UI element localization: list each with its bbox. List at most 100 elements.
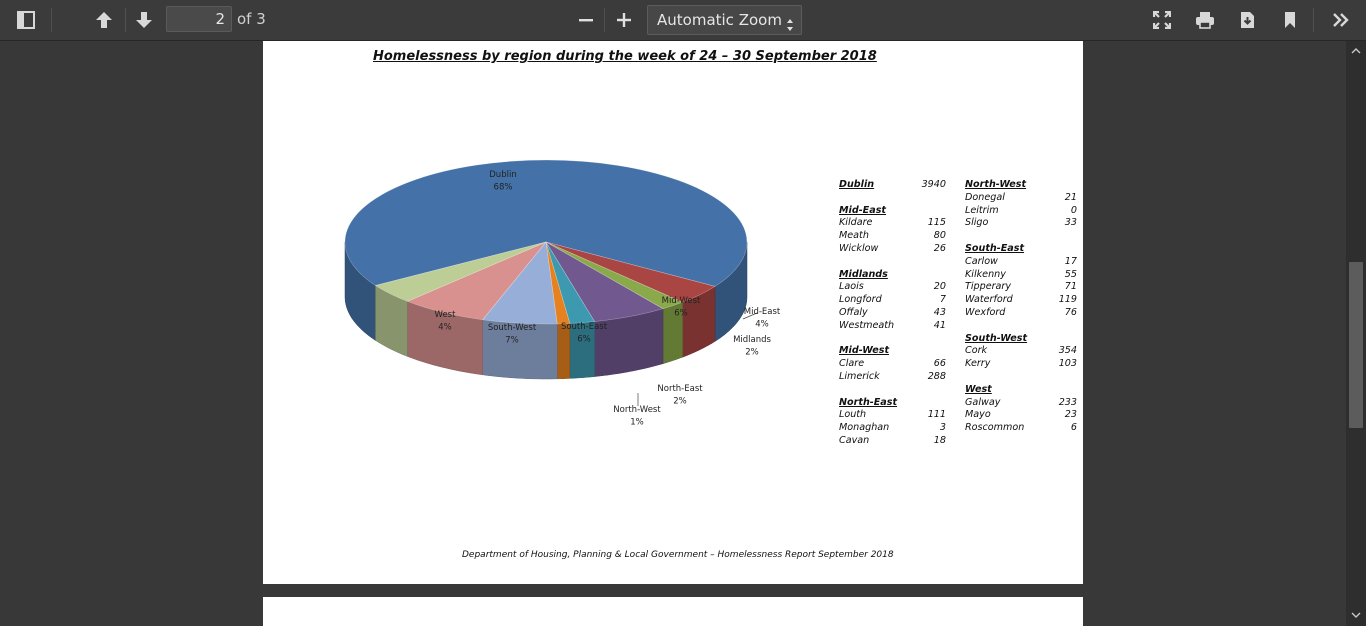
county-value: 115	[927, 217, 946, 229]
county-value: 233	[1058, 396, 1077, 408]
region-name: Dublin	[839, 179, 875, 190]
pie-percent-label: 68%	[494, 183, 513, 193]
county-row: Limerick 288	[839, 371, 946, 384]
pdf-toolbar: 2 of 3 Automatic Zoom	[0, 0, 1366, 41]
sidebar-toggle-icon[interactable]	[10, 6, 42, 34]
tools-icon[interactable]	[1325, 6, 1357, 34]
county-name: Cavan	[839, 434, 870, 446]
pie-label: North-East	[657, 384, 703, 394]
pie-leader-line	[742, 312, 758, 320]
document-viewer[interactable]: Homelessness by region during the week o…	[0, 41, 1346, 626]
county-name: Galway	[965, 396, 1001, 408]
table-spacer	[839, 192, 946, 205]
county-name: Westmeath	[839, 319, 895, 331]
region-header-row: South-East	[965, 243, 1077, 256]
scroll-up-icon[interactable]	[1349, 44, 1363, 58]
county-row: Clare 66	[839, 358, 946, 371]
zoom-select[interactable]: Automatic Zoom	[647, 5, 802, 35]
county-value: 71	[1064, 281, 1077, 293]
pie-percent-label: 6%	[674, 309, 688, 319]
county-name: Kildare	[839, 217, 873, 229]
county-row: Laois 20	[839, 281, 946, 294]
county-row: Roscommon 6	[965, 422, 1077, 435]
county-value: 288	[927, 370, 946, 382]
pie-percent-label: 4%	[755, 320, 769, 330]
county-name: Monaghan	[839, 422, 890, 434]
pie-label: North-West	[613, 405, 661, 415]
county-name: Wicklow	[839, 242, 879, 254]
pie-slice-north-east	[545, 241, 596, 324]
pie-percent-label: 6%	[577, 335, 591, 345]
county-value: 20	[933, 281, 946, 293]
zoom-out-icon[interactable]	[570, 6, 602, 34]
print-icon[interactable]	[1189, 6, 1221, 34]
county-name: Roscommon	[965, 422, 1025, 434]
pie-slice-south-west	[406, 241, 547, 321]
pie-percent-label: 2%	[745, 348, 759, 358]
zoom-in-icon[interactable]	[608, 6, 640, 34]
pie-label: South-West	[488, 323, 537, 333]
pie-slice-mid-east	[545, 241, 716, 303]
county-row: Leitrim 0	[965, 205, 1077, 218]
document-title: Homelessness by region during the week o…	[373, 49, 877, 64]
county-name: Clare	[839, 358, 865, 370]
county-name: Longford	[839, 294, 882, 306]
region-header-row: West	[965, 384, 1077, 397]
download-icon[interactable]	[1231, 6, 1263, 34]
county-value: 119	[1058, 294, 1077, 306]
county-row: Westmeath 41	[839, 320, 946, 333]
pie-chart: Dublin 68% Mid-East 4% Midlands 2% Mid-West 6% N…	[344, 159, 781, 428]
county-row: Kildare 115	[839, 217, 946, 230]
table-spacer	[965, 320, 1077, 333]
county-row: Sligo 33	[965, 217, 1077, 230]
table-spacer	[839, 384, 946, 397]
county-value: 3	[939, 422, 946, 434]
pie-slice-north-west	[545, 241, 571, 325]
county-row: Mayo 23	[965, 409, 1077, 422]
pdf-page: Homelessness by region during the week o…	[263, 41, 1083, 584]
region-name: Mid-West	[839, 345, 890, 357]
region-name: Mid-East	[839, 204, 887, 216]
county-name: Cork	[965, 345, 988, 357]
scroll-down-icon[interactable]	[1349, 608, 1363, 622]
zoom-select-value: Automatic Zoom	[657, 11, 782, 29]
county-name: Mayo	[965, 409, 991, 421]
regions-table-left: Dublin 3940 Mid-East Kildare 115 Meath 80 Wickl…	[839, 179, 946, 448]
county-name: Kilkenny	[965, 268, 1006, 280]
county-name: Donegal	[965, 191, 1005, 203]
region-header-row: Midlands	[839, 269, 946, 282]
county-value: 41	[933, 319, 946, 331]
pie-label: South-East	[561, 322, 608, 332]
county-name: Limerick	[839, 370, 880, 382]
county-value: 0	[1070, 204, 1077, 216]
table-spacer	[965, 230, 1077, 243]
pie-label: Mid-West	[662, 296, 701, 306]
pdf-page-next	[263, 597, 1083, 626]
presentation-mode-icon[interactable]	[1146, 6, 1178, 34]
county-row: Kerry 103	[965, 358, 1077, 371]
county-name: Carlow	[965, 255, 998, 267]
pie-percent-label: 4%	[438, 323, 452, 333]
county-name: Offaly	[839, 306, 868, 318]
pie-label: West	[435, 310, 457, 320]
document-footer: Department of Housing, Planning & Local …	[462, 550, 894, 560]
county-row: Kilkenny 55	[965, 269, 1077, 282]
scrollbar-thumb[interactable]	[1349, 262, 1363, 428]
pie-label: Dublin	[489, 170, 516, 180]
regions-table-right: North-West Donegal 21 Leitrim 0 Sligo 33 South-…	[965, 179, 1077, 435]
page-number-input[interactable]: 2	[166, 6, 232, 32]
county-name: Waterford	[965, 294, 1013, 306]
previous-page-icon[interactable]	[88, 6, 120, 34]
next-page-icon[interactable]	[128, 6, 160, 34]
region-name: South-East	[965, 242, 1025, 254]
pie-percent-label: 1%	[630, 418, 644, 428]
county-value: 80	[933, 230, 946, 242]
county-name: Sligo	[965, 217, 989, 229]
region-header-row: South-West	[965, 333, 1077, 346]
pie-slice-midlands	[545, 241, 684, 310]
bookmark-icon[interactable]	[1274, 6, 1306, 34]
county-name: Louth	[839, 409, 867, 421]
pie-percent-label: 7%	[505, 336, 519, 346]
county-name: Tipperary	[965, 281, 1012, 293]
county-value: 111	[927, 409, 946, 421]
